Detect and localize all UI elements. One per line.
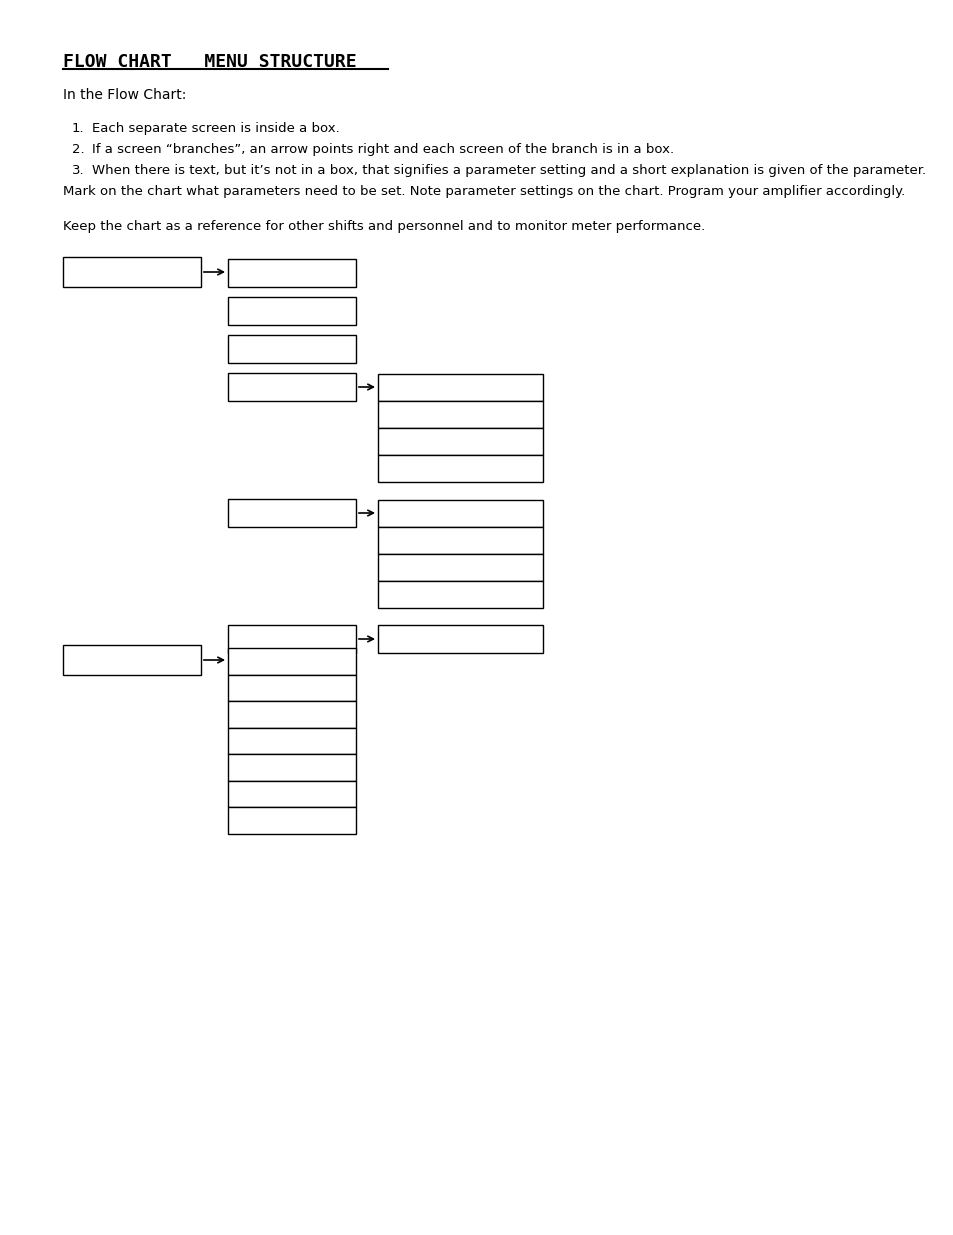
Bar bbox=[63, 257, 201, 287]
Text: If a screen “branches”, an arrow points right and each screen of the branch is i: If a screen “branches”, an arrow points … bbox=[91, 143, 674, 156]
Bar bbox=[377, 625, 542, 653]
Bar bbox=[228, 625, 355, 653]
Text: 1.: 1. bbox=[71, 122, 85, 135]
Bar bbox=[377, 454, 542, 482]
Text: 3.: 3. bbox=[71, 164, 85, 177]
Bar bbox=[377, 429, 542, 454]
Bar bbox=[228, 499, 355, 527]
Bar bbox=[377, 580, 542, 608]
Text: When there is text, but it’s not in a box, that signifies a parameter setting an: When there is text, but it’s not in a bo… bbox=[91, 164, 925, 177]
Bar bbox=[377, 500, 542, 527]
Bar bbox=[228, 781, 355, 808]
Bar bbox=[228, 373, 355, 401]
Bar bbox=[377, 555, 542, 580]
Text: In the Flow Chart:: In the Flow Chart: bbox=[63, 88, 186, 103]
Text: Keep the chart as a reference for other shifts and personnel and to monitor mete: Keep the chart as a reference for other … bbox=[63, 220, 704, 233]
Bar bbox=[228, 676, 355, 701]
Bar bbox=[228, 701, 355, 727]
Bar bbox=[377, 527, 542, 555]
Text: 2.: 2. bbox=[71, 143, 85, 156]
Bar bbox=[228, 296, 355, 325]
Text: Each separate screen is inside a box.: Each separate screen is inside a box. bbox=[91, 122, 339, 135]
Bar bbox=[377, 401, 542, 429]
Bar bbox=[228, 648, 355, 676]
Bar bbox=[228, 808, 355, 834]
Text: FLOW CHART   MENU STRUCTURE: FLOW CHART MENU STRUCTURE bbox=[63, 53, 356, 70]
Bar bbox=[228, 259, 355, 287]
Bar bbox=[228, 727, 355, 755]
Text: Mark on the chart what parameters need to be set. Note parameter settings on the: Mark on the chart what parameters need t… bbox=[63, 185, 904, 198]
Bar bbox=[63, 645, 201, 676]
Bar bbox=[228, 335, 355, 363]
Bar bbox=[228, 755, 355, 781]
Bar bbox=[377, 374, 542, 401]
